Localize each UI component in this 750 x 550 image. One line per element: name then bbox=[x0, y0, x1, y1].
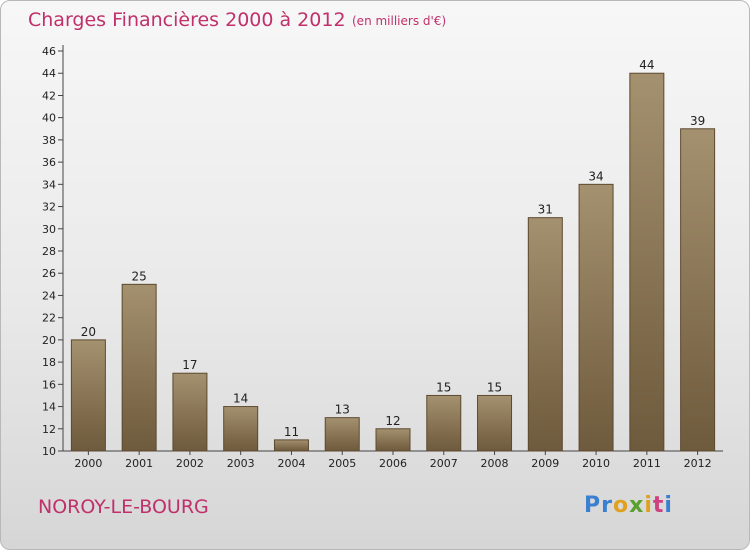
bar-2000 bbox=[70, 339, 106, 452]
x-tick-label: 2004 bbox=[277, 457, 305, 470]
value-label: 31 bbox=[538, 203, 553, 217]
bar-2008 bbox=[477, 394, 513, 452]
y-tick-label: 10 bbox=[42, 445, 56, 458]
y-tick-label: 46 bbox=[42, 45, 56, 58]
logo-letter: P bbox=[584, 493, 602, 518]
value-label: 39 bbox=[690, 114, 705, 128]
x-tick-label: 2005 bbox=[328, 457, 356, 470]
logo-letter: x bbox=[629, 493, 645, 518]
x-tick-label: 2011 bbox=[633, 457, 661, 470]
y-tick-label: 20 bbox=[42, 334, 56, 347]
value-label: 20 bbox=[81, 325, 96, 339]
x-tick-label: 2012 bbox=[684, 457, 712, 470]
x-tick-label: 2003 bbox=[227, 457, 255, 470]
x-tick-label: 2002 bbox=[176, 457, 204, 470]
y-tick-label: 34 bbox=[42, 178, 56, 191]
value-label: 34 bbox=[588, 169, 603, 183]
logo-letter: i bbox=[644, 493, 653, 518]
x-tick-label: 2000 bbox=[74, 457, 102, 470]
logo-letter: r bbox=[601, 493, 613, 518]
value-label: 12 bbox=[385, 414, 400, 428]
x-tick-label: 2001 bbox=[125, 457, 153, 470]
bar-2009 bbox=[527, 217, 563, 452]
x-tick-label: 2006 bbox=[379, 457, 407, 470]
bar-2011 bbox=[629, 72, 665, 452]
x-tick-label: 2009 bbox=[531, 457, 559, 470]
y-tick-label: 32 bbox=[42, 201, 56, 214]
y-tick-label: 16 bbox=[42, 378, 56, 391]
value-label: 25 bbox=[132, 269, 147, 283]
bar-2012 bbox=[680, 128, 716, 452]
y-tick-label: 12 bbox=[42, 423, 56, 436]
y-tick-label: 26 bbox=[42, 267, 56, 280]
y-tick-label: 30 bbox=[42, 223, 56, 236]
bar-2007 bbox=[426, 394, 462, 452]
chart-title: Charges Financières 2000 à 2012 bbox=[28, 9, 346, 31]
bar-2010 bbox=[578, 183, 614, 452]
commune-name: NOROY-LE-BOURG bbox=[38, 496, 209, 518]
value-label: 11 bbox=[284, 425, 299, 439]
logo-letter: i bbox=[664, 493, 673, 518]
bar-2002 bbox=[172, 372, 208, 452]
y-tick-label: 36 bbox=[42, 156, 56, 169]
value-label: 44 bbox=[639, 58, 654, 72]
y-tick-label: 18 bbox=[42, 356, 56, 369]
y-tick-label: 38 bbox=[42, 134, 56, 147]
x-tick-label: 2007 bbox=[430, 457, 458, 470]
value-label: 14 bbox=[233, 392, 248, 406]
y-tick-label: 28 bbox=[42, 245, 56, 258]
y-tick-label: 22 bbox=[42, 312, 56, 325]
y-tick-label: 14 bbox=[42, 401, 56, 414]
bar-2004 bbox=[273, 439, 309, 452]
bar-2005 bbox=[324, 417, 360, 452]
logo-letter: o bbox=[612, 493, 630, 518]
value-label: 13 bbox=[335, 403, 350, 417]
y-tick-label: 24 bbox=[42, 289, 56, 302]
y-tick-label: 42 bbox=[42, 89, 56, 102]
y-tick-label: 40 bbox=[42, 112, 56, 125]
x-tick-label: 2010 bbox=[582, 457, 610, 470]
value-label: 15 bbox=[436, 380, 451, 394]
bar-2001 bbox=[121, 283, 157, 452]
y-tick-label: 44 bbox=[42, 67, 56, 80]
value-label: 17 bbox=[182, 358, 197, 372]
value-label: 15 bbox=[487, 380, 502, 394]
bar-2003 bbox=[223, 406, 259, 452]
proxiti-logo: Proxiti bbox=[584, 493, 673, 518]
logo-letter: t bbox=[652, 493, 665, 518]
bar-2006 bbox=[375, 428, 411, 452]
chart-subtitle: (en milliers d'€) bbox=[352, 14, 447, 28]
x-tick-label: 2008 bbox=[481, 457, 509, 470]
